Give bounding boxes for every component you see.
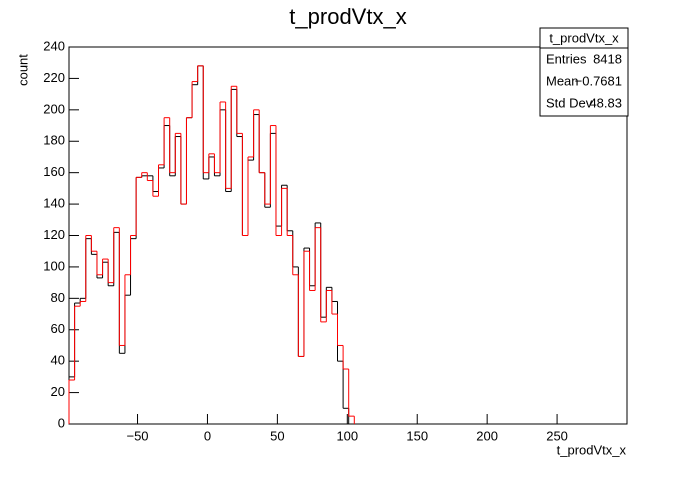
stats-label: Mean — [546, 73, 579, 88]
stats-value: 48.83 — [589, 95, 622, 110]
stats-title: t_prodVtx_x — [549, 30, 619, 45]
stats-label: Entries — [546, 51, 587, 66]
y-tick-label: 120 — [43, 227, 65, 242]
y-tick-label: 240 — [43, 38, 65, 53]
y-tick-label: 220 — [43, 70, 65, 85]
x-tick-label: 250 — [546, 428, 568, 443]
y-tick-label: 0 — [58, 415, 65, 430]
x-axis-label: t_prodVtx_x — [557, 442, 627, 457]
x-tick-label: 150 — [406, 428, 428, 443]
chart-title: t_prodVtx_x — [289, 4, 406, 29]
x-tick-label: 0 — [204, 428, 211, 443]
y-tick-label: 40 — [51, 353, 65, 368]
y-tick-label: 20 — [51, 384, 65, 399]
x-tick-label: −50 — [126, 428, 148, 443]
y-axis-label: count — [15, 54, 30, 86]
stats-value: 8418 — [593, 51, 622, 66]
x-tick-label: 50 — [270, 428, 284, 443]
x-tick-label: 100 — [336, 428, 358, 443]
stats-value: −0.7681 — [575, 73, 622, 88]
y-tick-label: 180 — [43, 133, 65, 148]
y-tick-label: 140 — [43, 196, 65, 211]
y-tick-label: 100 — [43, 258, 65, 273]
stats-label: Std Dev — [546, 95, 593, 110]
x-tick-label: 200 — [476, 428, 498, 443]
y-tick-label: 160 — [43, 164, 65, 179]
y-tick-label: 80 — [51, 290, 65, 305]
stats-box — [539, 27, 629, 117]
y-tick-label: 60 — [51, 321, 65, 336]
y-tick-label: 200 — [43, 101, 65, 116]
